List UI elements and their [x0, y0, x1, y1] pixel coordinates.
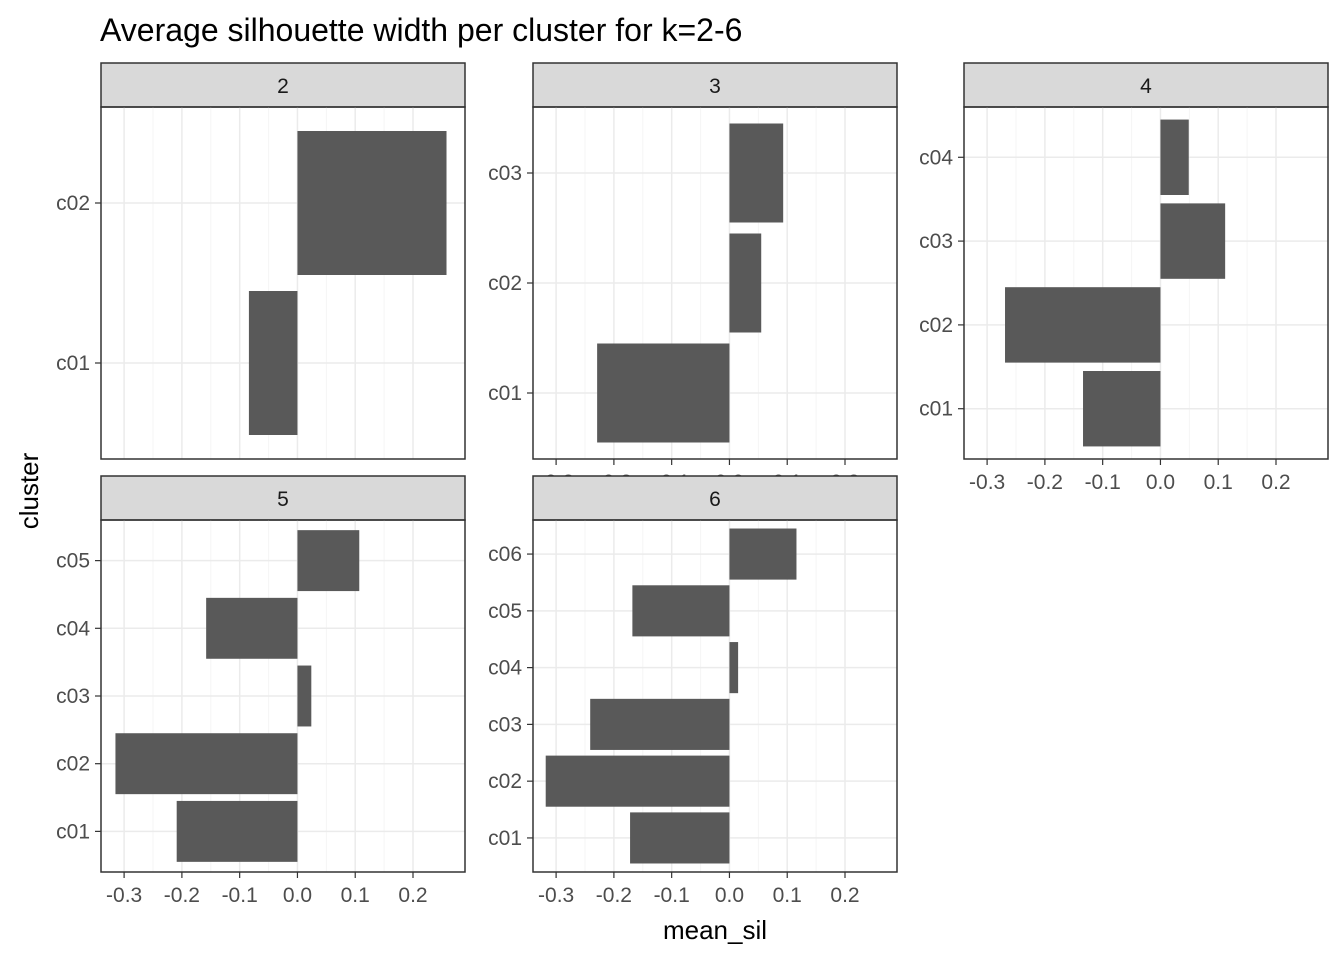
y-tick-label: c02	[56, 753, 90, 776]
facet-strip	[532, 475, 898, 521]
bar-c03	[729, 123, 784, 223]
bar-c01	[630, 812, 730, 864]
x-tick-label: -0.1	[222, 884, 258, 907]
y-tick-label: c02	[488, 770, 522, 793]
x-tick-label: -0.2	[164, 884, 200, 907]
y-tick-label: c04	[919, 146, 953, 169]
x-tick-label: 0.2	[398, 884, 427, 907]
y-axis-title: cluster	[14, 452, 44, 529]
x-tick-label: 0.0	[283, 884, 312, 907]
bar-c03	[1160, 203, 1226, 279]
bar-c04	[729, 642, 739, 694]
facet-strip-label: 4	[1140, 75, 1152, 98]
bar-c01	[1083, 371, 1161, 447]
facet-panel-2: 2 c01 c02	[56, 62, 466, 460]
y-tick-label: c03	[919, 230, 953, 253]
facet-panel-6: 6 c01 c02 c03 c04 c05 c06 -0.3 -0.2 -0.1 0.0 0.1 0.2	[488, 475, 898, 907]
x-tick-label: -0.3	[538, 884, 574, 907]
facet-strip-label: 6	[709, 488, 721, 511]
bar-c01	[597, 343, 730, 443]
facet-panel-4: 4 c01 c02 c03 c04 -0.3 -0.2 -0.1 0.0 0.1 0.2	[919, 62, 1329, 494]
facet-panel-5: 5 c01 c02 c03 c04 c05 -0.3 -0.2 -0.1 0.0 0.1 0.2	[56, 475, 466, 907]
y-tick-label: c02	[56, 192, 90, 215]
y-tick-label: c01	[488, 382, 522, 405]
facet-strip	[532, 62, 898, 108]
panel-border	[100, 106, 466, 460]
bar-c04	[206, 597, 298, 659]
y-tick-label: c06	[488, 543, 522, 566]
x-tick-label: 0.1	[341, 884, 370, 907]
x-tick-label: -0.2	[1027, 471, 1063, 494]
y-tick-label: c03	[488, 162, 522, 185]
x-tick-label: 0.1	[1204, 471, 1233, 494]
bar-c01	[176, 800, 298, 862]
y-tick-label: c05	[488, 600, 522, 623]
facet-strip	[100, 62, 466, 108]
bar-c03	[297, 665, 312, 727]
x-tick-label: 0.0	[715, 884, 744, 907]
facet-strip	[963, 62, 1329, 108]
bar-c02	[115, 733, 298, 795]
y-tick-label: c02	[919, 314, 953, 337]
x-tick-label: 0.0	[1146, 471, 1175, 494]
bar-c01	[248, 291, 298, 435]
y-tick-label: c01	[56, 820, 90, 843]
y-tick-label: c04	[488, 657, 522, 680]
y-tick-label: c01	[919, 398, 953, 421]
bar-c04	[1160, 119, 1189, 195]
x-tick-label: -0.2	[596, 884, 632, 907]
bar-c05	[297, 530, 360, 592]
bar-c02	[297, 131, 447, 275]
y-tick-label: c03	[488, 713, 522, 736]
facet-strip-label: 2	[277, 75, 289, 98]
y-tick-label: c01	[488, 827, 522, 850]
panel-border	[963, 106, 1329, 460]
bar-c03	[590, 698, 730, 750]
y-tick-label: c05	[56, 550, 90, 573]
x-tick-label: 0.2	[1261, 471, 1290, 494]
bar-c02	[729, 233, 762, 333]
x-tick-label: -0.3	[106, 884, 142, 907]
y-tick-label: c02	[488, 272, 522, 295]
panel-border	[532, 519, 898, 873]
facet-strip	[100, 475, 466, 521]
x-tick-label: -0.1	[1085, 471, 1121, 494]
facet-strip-label: 5	[277, 488, 289, 511]
bar-c02	[1005, 287, 1161, 363]
y-tick-label: c01	[56, 352, 90, 375]
facet-panels: 2 c01 c02 3 c01 c02 c03 -0.3 -0.2 -0.1 0.0 0.1 0.2 4 c…	[56, 62, 1329, 907]
bar-c06	[729, 528, 797, 580]
x-tick-label: -0.1	[654, 884, 690, 907]
x-tick-label: 0.1	[773, 884, 802, 907]
y-tick-label: c04	[56, 617, 90, 640]
bar-c02	[545, 755, 730, 807]
y-tick-label: c03	[56, 685, 90, 708]
x-axis-title: mean_sil	[663, 915, 767, 945]
x-tick-label: -0.3	[969, 471, 1005, 494]
facet-strip-label: 3	[709, 75, 721, 98]
chart-title: Average silhouette width per cluster for…	[100, 12, 742, 48]
x-tick-label: 0.2	[830, 884, 859, 907]
bar-c05	[632, 585, 730, 637]
